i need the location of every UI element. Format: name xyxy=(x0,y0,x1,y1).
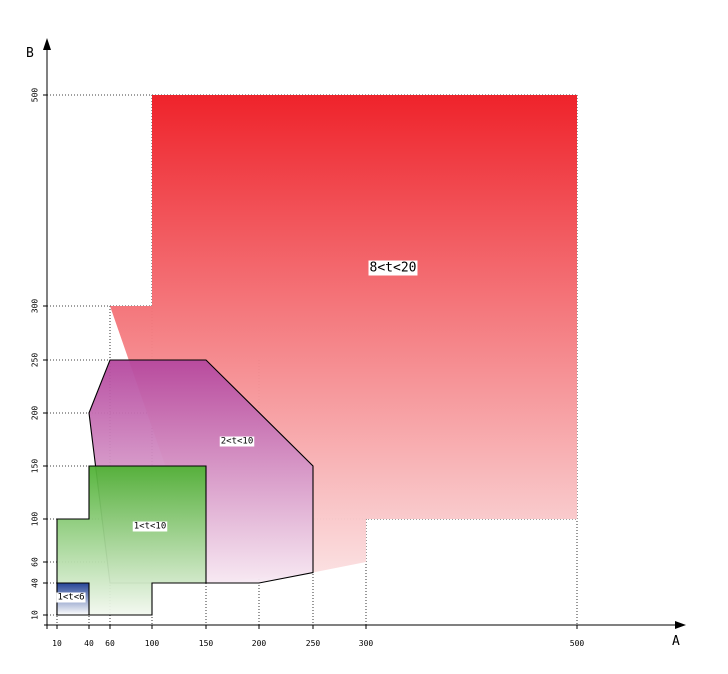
y-tick-label-60: 60 xyxy=(31,557,40,567)
y-tick-label-200: 200 xyxy=(31,406,40,421)
region-label-bg-2 xyxy=(219,436,255,447)
x-axis-label: A xyxy=(672,634,680,649)
x-tick-label-250: 250 xyxy=(306,639,321,648)
y-tick-label-500: 500 xyxy=(31,88,40,103)
y-axis-label: B xyxy=(26,46,34,61)
regions xyxy=(56,95,577,616)
y-tick-label-250: 250 xyxy=(31,353,40,368)
x-tick-label-60: 60 xyxy=(105,639,115,648)
x-tick-label-150: 150 xyxy=(199,639,214,648)
region-labels: 8<t<20 2<t<10 1<t<10 1<t<6 xyxy=(56,260,418,603)
region-3 xyxy=(56,465,207,616)
region-label-bg-1 xyxy=(368,260,418,276)
x-tick-label-100: 100 xyxy=(145,639,160,648)
y-axis-arrow xyxy=(43,38,51,50)
x-tick-label-40: 40 xyxy=(84,639,94,648)
x-tick-label-10: 10 xyxy=(52,639,62,648)
region-label-4: 1<t<6 xyxy=(57,593,84,603)
y-tick-label-10: 10 xyxy=(31,610,40,620)
tick-labels: 10 40 60 100 150 200 250 300 500 10 40 60 100 150 200 2… xyxy=(31,88,585,648)
y-tick-label-100: 100 xyxy=(31,512,40,527)
x-tick-label-500: 500 xyxy=(570,639,585,648)
region-label-bg-3 xyxy=(132,521,168,532)
region-label-2: 2<t<10 xyxy=(221,437,254,447)
region-label-bg-4 xyxy=(56,592,86,603)
y-tick-label-300: 300 xyxy=(31,299,40,314)
x-tick-label-200: 200 xyxy=(252,639,267,648)
x-tick-label-300: 300 xyxy=(359,639,374,648)
axes: A B xyxy=(26,38,686,649)
y-tick-label-150: 150 xyxy=(31,459,40,474)
region-label-3: 1<t<10 xyxy=(134,522,167,532)
y-tick-label-40: 40 xyxy=(31,578,40,588)
region-label-1: 8<t<20 xyxy=(370,261,417,276)
x-axis-arrow xyxy=(675,621,686,629)
